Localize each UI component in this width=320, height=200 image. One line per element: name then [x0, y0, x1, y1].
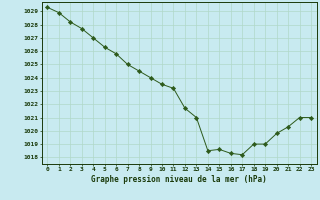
- X-axis label: Graphe pression niveau de la mer (hPa): Graphe pression niveau de la mer (hPa): [91, 175, 267, 184]
